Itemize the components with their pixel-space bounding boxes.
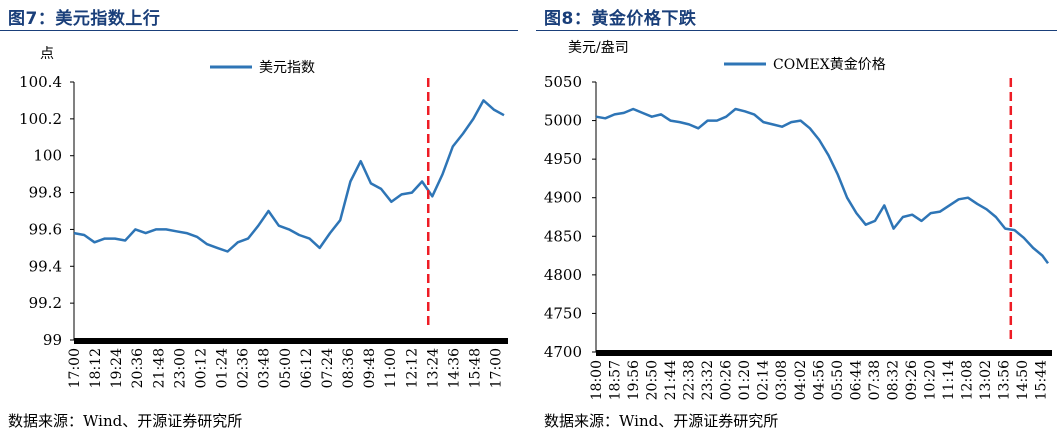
x-tick-label: 18:57 <box>608 360 624 400</box>
x-tick-label: 05:00 <box>278 348 294 388</box>
x-tick-label: 04:56 <box>811 360 827 400</box>
y-tick-label: 4800 <box>544 266 582 284</box>
y-tick-label: 100 <box>33 147 62 165</box>
x-tick-label: 13:02 <box>978 360 994 400</box>
y-unit-label: 点 <box>40 46 54 62</box>
y-tick-label: 99.8 <box>29 184 62 202</box>
x-tick-label: 03:08 <box>774 360 790 400</box>
title-rule <box>536 30 1057 31</box>
y-unit-label: 美元/盎司 <box>568 40 629 56</box>
series-line <box>73 99 505 253</box>
x-tick-label: 01:20 <box>737 360 753 400</box>
dollar-index-line-chart: 点 99 99.2 99.4 99.6 99.8 100 100.2 100.4 17:00 18:… <box>19 46 508 388</box>
figure-title: 图8：黄金价格下跌 <box>544 9 697 29</box>
x-tick-label: 23:00 <box>172 348 188 388</box>
x-tick-label: 09:48 <box>362 348 378 388</box>
y-tick-label: 100.4 <box>19 73 62 91</box>
x-tick-label: 22:38 <box>682 360 698 400</box>
x-tick-label: 06:44 <box>848 360 864 400</box>
x-tick-label: 03:48 <box>257 348 273 388</box>
gold-price-line-chart: 美元/盎司 4700 4750 4800 4850 4900 4950 5000 5050 18:… <box>544 40 1052 400</box>
x-tick-label: 18:12 <box>88 348 104 388</box>
x-tick-label: 02:36 <box>236 348 252 388</box>
x-tick-label: 21:48 <box>151 348 167 388</box>
y-tick-label: 4900 <box>544 189 582 207</box>
x-tick-label: 17:00 <box>67 348 83 388</box>
source-note: 数据来源：Wind、开源证券研究所 <box>544 412 779 430</box>
x-tick-label: 11:14 <box>941 360 957 400</box>
x-tick-label: 01:24 <box>215 348 231 388</box>
y-tick-label: 4700 <box>544 343 582 361</box>
x-tick-label: 20:36 <box>130 348 146 388</box>
x-tick-label: 13:56 <box>997 360 1013 400</box>
x-tick-label: 21:44 <box>663 360 679 400</box>
y-tick-label: 99 <box>43 331 62 349</box>
x-tick-label: 08:36 <box>341 348 357 388</box>
y-tick-label: 4850 <box>544 227 582 245</box>
y-tick-label: 99.4 <box>29 257 62 275</box>
x-tick-label: 04:02 <box>793 360 809 400</box>
x-tick-label: 23:32 <box>700 360 716 400</box>
x-tick-label: 18:00 <box>589 360 605 400</box>
title-rule <box>0 30 518 31</box>
y-tick-label: 4950 <box>544 150 582 168</box>
x-tick-label: 15:48 <box>467 348 483 388</box>
x-tick-label: 14:36 <box>446 348 462 388</box>
x-tick-label: 06:12 <box>299 348 315 388</box>
figure-title: 图7：美元指数上行 <box>8 9 161 29</box>
x-tick-label: 14:50 <box>1015 360 1031 400</box>
x-axis <box>596 350 1052 356</box>
chart-panel-gold-price: 图8：黄金价格下跌 美元/盎司 4700 4750 4800 4850 4900 4950 5… <box>536 0 1057 436</box>
legend-label: COMEX黄金价格 <box>773 56 886 73</box>
x-tick-label: 07:24 <box>320 348 336 388</box>
x-tick-label: 11:00 <box>383 348 399 388</box>
x-tick-label: 19:24 <box>109 348 125 388</box>
x-tick-label: 00:26 <box>719 360 735 400</box>
x-tick-label: 15:44 <box>1034 360 1050 400</box>
x-axis <box>74 338 508 344</box>
legend-label: 美元指数 <box>259 60 315 76</box>
series-line <box>595 107 1050 265</box>
x-tick-label: 12:08 <box>959 360 975 400</box>
source-note: 数据来源：Wind、开源证券研究所 <box>8 412 243 430</box>
x-tick-label: 13:24 <box>425 348 441 388</box>
x-tick-label: 02:14 <box>756 360 772 400</box>
x-tick-label: 09:26 <box>904 360 920 400</box>
x-tick-label: 12:12 <box>404 348 420 388</box>
x-tick-label: 10:20 <box>922 360 938 400</box>
y-tick-label: 99.6 <box>29 220 62 238</box>
x-tick-label: 05:50 <box>830 360 846 400</box>
x-tick-label: 00:12 <box>193 348 209 388</box>
x-tick-label: 17:00 <box>489 348 505 388</box>
chart-panel-dollar-index: 图7：美元指数上行 点 99 99.2 99.4 99.6 99.8 100 100.2 100… <box>0 0 520 436</box>
y-tick-label: 5050 <box>544 73 582 91</box>
y-tick-label: 5000 <box>544 112 582 130</box>
x-tick-label: 19:56 <box>626 360 642 400</box>
y-tick-label: 4750 <box>544 304 582 322</box>
x-tick-label: 08:32 <box>885 360 901 400</box>
x-tick-label: 20:50 <box>645 360 661 400</box>
y-tick-label: 99.2 <box>29 294 62 312</box>
y-tick-label: 100.2 <box>19 110 62 128</box>
x-tick-label: 07:38 <box>867 360 883 400</box>
